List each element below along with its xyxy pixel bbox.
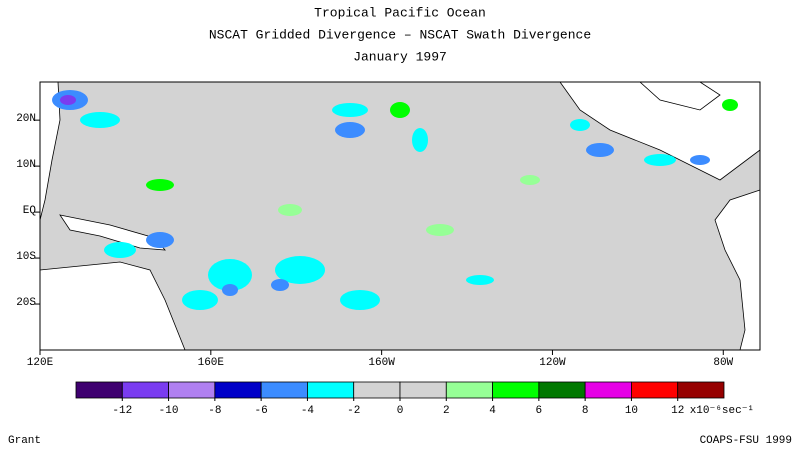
y-tick-label: 20N	[16, 113, 36, 125]
x-tick-label: 80W	[713, 357, 733, 369]
map-frame	[39, 81, 761, 351]
colorbar-tick-label: -6	[255, 405, 268, 417]
colorbar-tick-label: -12	[112, 405, 132, 417]
colorbar-box	[353, 381, 401, 399]
footer-left: Grant	[8, 435, 41, 447]
field-patches	[52, 90, 738, 310]
colorbar-tick-label: 10	[625, 405, 638, 417]
colorbar-tick-label: -10	[159, 405, 179, 417]
colorbar-tick-label: -4	[301, 405, 315, 417]
colorbar-tick-label: 8	[582, 405, 589, 417]
colorbar-box	[214, 381, 262, 399]
footer-right: COAPS-FSU 1999	[700, 435, 792, 447]
colorbar-box	[631, 381, 679, 399]
colorbar-tick-label: 12	[671, 405, 684, 417]
map	[39, 81, 761, 351]
colorbar-box	[260, 381, 308, 399]
x-tick-label: 160W	[368, 357, 395, 369]
colorbar-box	[445, 381, 493, 399]
x-tick-label: 160E	[198, 357, 225, 369]
title: Tropical Pacific Ocean	[314, 5, 486, 20]
colorbar-tick-label: 4	[489, 405, 496, 417]
colorbar-box	[168, 381, 216, 399]
colorbar-tick-label: -8	[208, 405, 221, 417]
colorbar-box	[399, 381, 447, 399]
colorbar: -12 -10 -8 -6 -4 -2 0 2 4 6 8 10 12 x10⁻⁶sec⁻¹	[75, 381, 754, 417]
colorbar-box	[677, 381, 725, 399]
subtitle: NSCAT Gridded Divergence – NSCAT Swath D…	[209, 27, 591, 42]
x-tick-label: 120E	[27, 357, 54, 369]
colorbar-box	[121, 381, 169, 399]
colorbar-tick-label: 2	[443, 405, 450, 417]
colorbar-unit: x10⁻⁶sec⁻¹	[690, 405, 754, 417]
x-tick-label: 120W	[539, 357, 566, 369]
colorbar-box	[307, 381, 355, 399]
land	[59, 214, 166, 251]
y-tick-label: 20S	[16, 297, 36, 309]
colorbar-tick-label: -2	[347, 405, 360, 417]
colorbar-box	[584, 381, 632, 399]
colorbar-box	[492, 381, 540, 399]
date: January 1997	[353, 49, 447, 64]
y-tick-label: 10N	[16, 159, 36, 171]
y-tick-label: EQ	[23, 205, 37, 217]
colorbar-box	[75, 381, 123, 399]
y-tick-label: 10S	[16, 251, 36, 263]
colorbar-tick-label: 6	[536, 405, 543, 417]
colorbar-tick-label: 0	[397, 405, 404, 417]
colorbar-box	[538, 381, 586, 399]
